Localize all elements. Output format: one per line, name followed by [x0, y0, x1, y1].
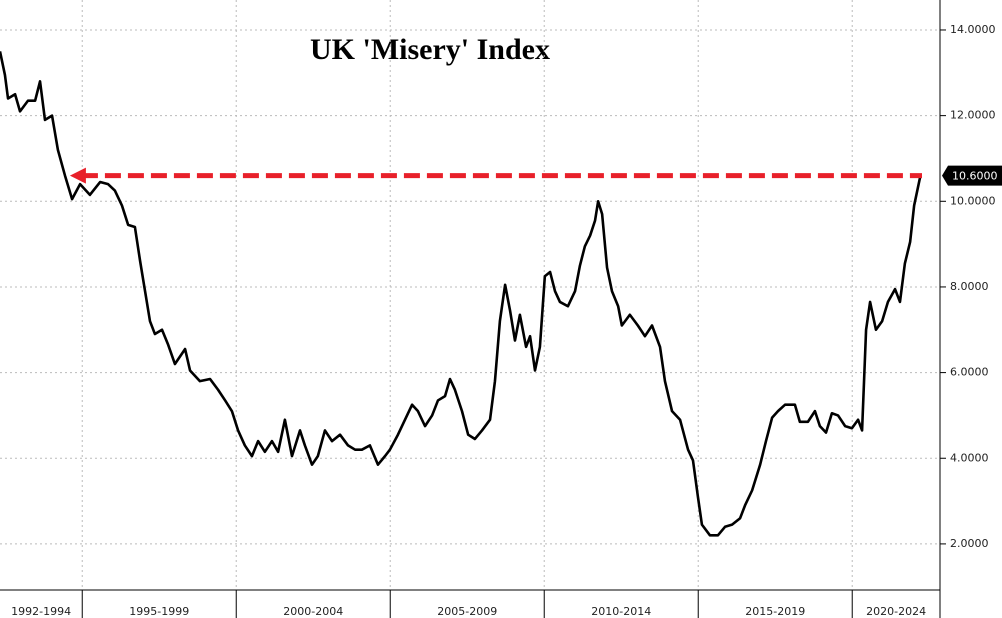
value-badge	[942, 165, 1002, 186]
line-series	[0, 51, 923, 537]
y-tick-label: 12.0000	[950, 109, 996, 122]
x-band-label: 2015-2019	[745, 605, 805, 618]
y-tick-label: 4.0000	[950, 451, 989, 464]
x-band-label: 2000-2004	[283, 605, 343, 618]
annotation-arrow-head	[69, 167, 86, 184]
y-tick-label: 6.0000	[950, 366, 989, 379]
chart-title: UK 'Misery' Index	[310, 33, 550, 66]
y-tick-label: 10.0000	[950, 194, 996, 207]
x-band-label: 1992-1994	[11, 605, 71, 618]
x-band-label: 2010-2014	[591, 605, 651, 618]
y-tick-label: 2.0000	[950, 537, 989, 550]
y-tick-label: 8.0000	[950, 280, 989, 293]
x-band-label: 2020-2024	[866, 605, 926, 618]
x-band-label: 2005-2009	[437, 605, 497, 618]
value-badge-label: 10.6000	[952, 170, 998, 183]
x-band-label: 1995-1999	[129, 605, 189, 618]
y-tick-label: 14.0000	[950, 23, 996, 36]
